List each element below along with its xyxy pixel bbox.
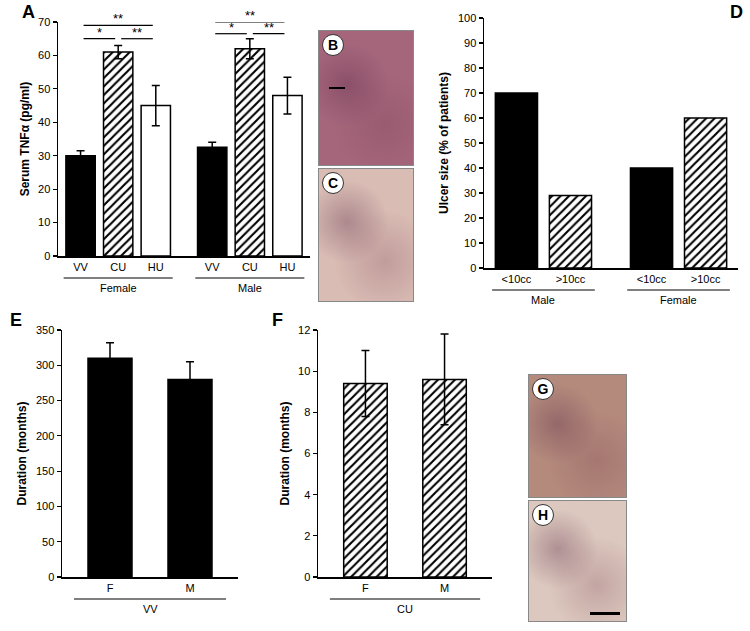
svg-text:CU: CU xyxy=(110,261,126,273)
svg-text:Duration (months): Duration (months) xyxy=(15,402,29,506)
svg-text:0: 0 xyxy=(48,571,54,583)
html-text:A: A xyxy=(22,2,35,22)
html-text:E: E xyxy=(10,310,22,330)
svg-text:*: * xyxy=(97,25,102,40)
svg-text:*: * xyxy=(229,20,234,35)
svg-text:**: ** xyxy=(264,20,274,35)
svg-text:CU: CU xyxy=(242,261,258,273)
svg-text:8: 8 xyxy=(304,406,310,418)
svg-text:70: 70 xyxy=(464,87,476,99)
svg-text:M: M xyxy=(185,582,194,594)
svg-text:**: ** xyxy=(113,11,123,26)
svg-text:>10cc: >10cc xyxy=(691,273,721,285)
svg-text:HU: HU xyxy=(279,261,295,273)
svg-text:M: M xyxy=(440,582,449,594)
html-text:B: B xyxy=(327,37,339,53)
svg-text:10: 10 xyxy=(298,365,310,377)
svg-text:30: 30 xyxy=(464,187,476,199)
svg-text:>10cc: >10cc xyxy=(556,273,586,285)
html-text:H: H xyxy=(537,507,549,523)
svg-text:F: F xyxy=(362,582,369,594)
svg-text:Male: Male xyxy=(238,282,262,294)
svg-text:0: 0 xyxy=(44,250,50,262)
svg-text:**: ** xyxy=(132,25,142,40)
svg-text:200: 200 xyxy=(36,430,54,442)
html-text:D: D xyxy=(730,2,743,22)
svg-text:250: 250 xyxy=(36,394,54,406)
svg-text:Female: Female xyxy=(660,294,697,306)
svg-text:CU: CU xyxy=(397,603,413,615)
svg-text:4: 4 xyxy=(304,489,310,501)
html-text:C: C xyxy=(327,175,339,191)
svg-text:60: 60 xyxy=(464,112,476,124)
svg-text:50: 50 xyxy=(38,83,50,95)
svg-text:60: 60 xyxy=(38,49,50,61)
html-text:G: G xyxy=(537,381,549,397)
svg-text:HU: HU xyxy=(148,261,164,273)
svg-text:0: 0 xyxy=(470,262,476,274)
svg-text:0: 0 xyxy=(304,571,310,583)
svg-text:20: 20 xyxy=(464,212,476,224)
svg-text:50: 50 xyxy=(464,137,476,149)
svg-text:Male: Male xyxy=(531,294,555,306)
svg-text:10: 10 xyxy=(464,237,476,249)
svg-text:<10cc: <10cc xyxy=(502,273,532,285)
svg-text:10: 10 xyxy=(38,216,50,228)
svg-text:Ulcer size (% of patients): Ulcer size (% of patients) xyxy=(437,72,451,214)
svg-text:50: 50 xyxy=(42,536,54,548)
svg-text:VV: VV xyxy=(143,603,158,615)
svg-text:Serum TNFα (pg/ml): Serum TNFα (pg/ml) xyxy=(18,82,32,197)
svg-text:70: 70 xyxy=(38,16,50,28)
svg-text:80: 80 xyxy=(464,62,476,74)
svg-text:**: ** xyxy=(245,8,255,23)
svg-text:20: 20 xyxy=(38,183,50,195)
svg-text:Duration (months): Duration (months) xyxy=(278,402,292,506)
svg-text:2: 2 xyxy=(304,530,310,542)
svg-text:12: 12 xyxy=(298,324,310,336)
svg-text:F: F xyxy=(107,582,114,594)
svg-text:VV: VV xyxy=(205,261,220,273)
svg-text:90: 90 xyxy=(464,37,476,49)
svg-text:40: 40 xyxy=(464,162,476,174)
svg-text:6: 6 xyxy=(304,447,310,459)
svg-text:30: 30 xyxy=(38,150,50,162)
svg-text:100: 100 xyxy=(36,500,54,512)
svg-text:100: 100 xyxy=(458,12,476,24)
svg-text:150: 150 xyxy=(36,465,54,477)
svg-text:350: 350 xyxy=(36,324,54,336)
svg-text:300: 300 xyxy=(36,359,54,371)
svg-text:<10cc: <10cc xyxy=(637,273,667,285)
svg-text:40: 40 xyxy=(38,116,50,128)
svg-text:Female: Female xyxy=(100,282,137,294)
svg-text:VV: VV xyxy=(73,261,88,273)
html-text:F: F xyxy=(272,310,283,330)
